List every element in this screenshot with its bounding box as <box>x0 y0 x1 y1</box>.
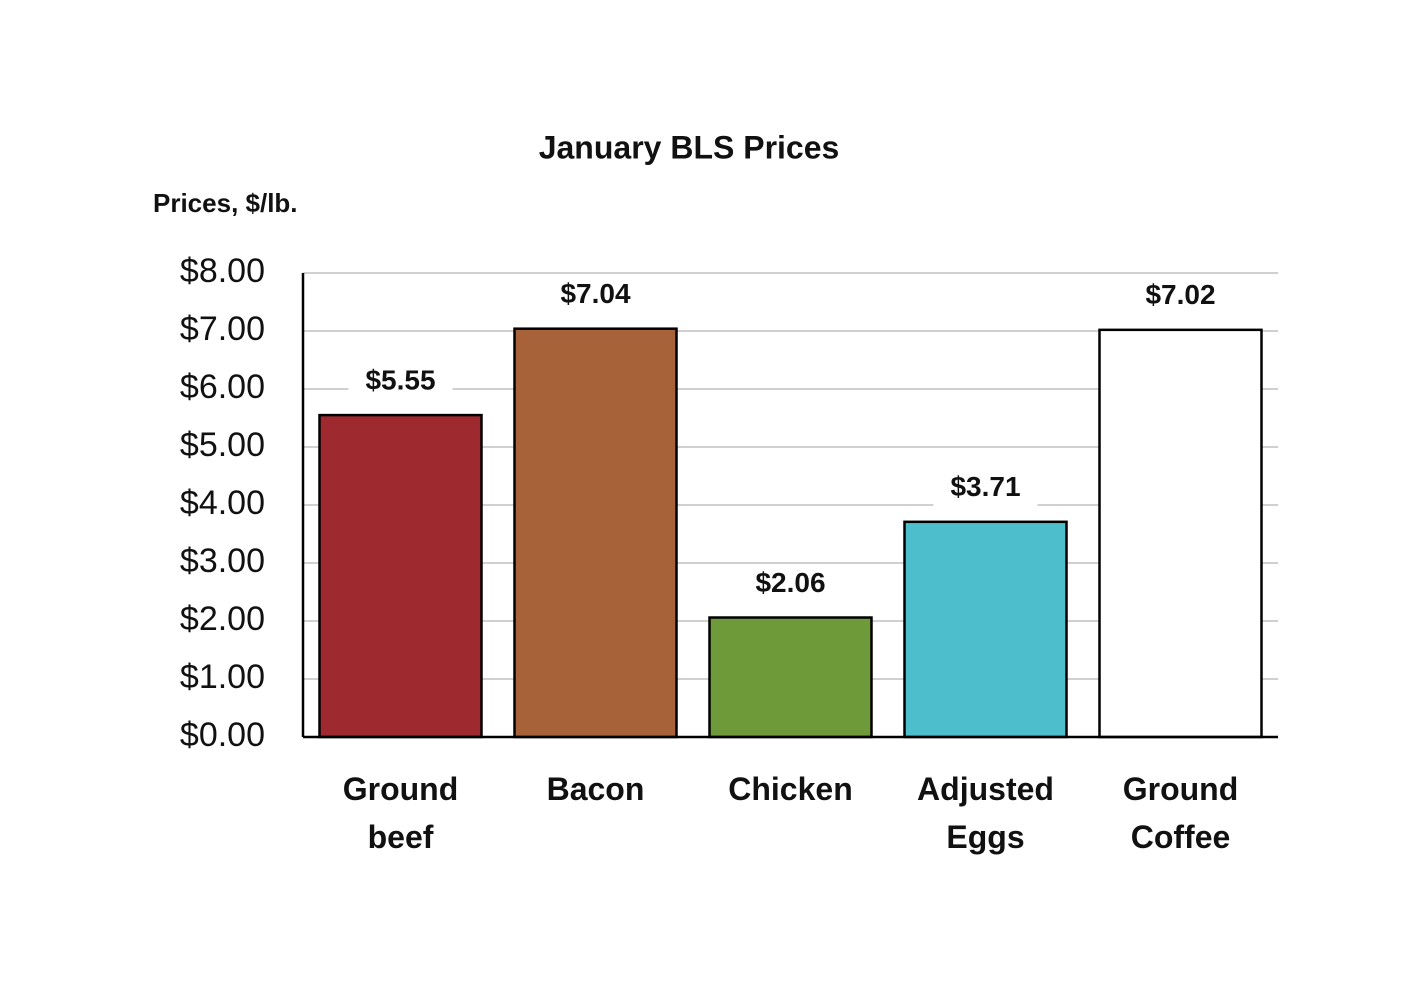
value-label: $7.04 <box>560 278 630 309</box>
value-label-bg <box>738 564 843 605</box>
value-label: $7.02 <box>1145 279 1215 310</box>
y-tick-label: $6.00 <box>180 368 265 406</box>
y-tick-label: $0.00 <box>180 716 265 754</box>
x-tick-label: Bacon <box>546 771 645 807</box>
x-tick-label: Adjusted Eggs <box>917 771 1054 855</box>
y-tick-label: $4.00 <box>180 484 265 522</box>
y-tick-label: $2.00 <box>180 600 265 638</box>
y-axis-label: Prices, $/lb. <box>153 188 298 218</box>
bar <box>1098 328 1263 739</box>
value-label: $2.06 <box>755 567 825 598</box>
value-label-bg <box>543 275 648 316</box>
value-label: $5.55 <box>365 364 435 395</box>
value-label-bg <box>1128 276 1233 317</box>
y-tick-label: $3.00 <box>180 542 265 580</box>
value-label-bg <box>348 362 453 403</box>
bar <box>318 413 483 739</box>
value-label-bg <box>933 468 1038 509</box>
x-tick-label: Ground Coffee <box>1122 771 1239 855</box>
y-tick-label: $7.00 <box>180 310 265 348</box>
y-tick-label: $8.00 <box>180 252 265 290</box>
y-tick-label: $5.00 <box>180 426 265 464</box>
x-tick-label: Ground beef <box>342 771 459 855</box>
value-label: $3.71 <box>950 471 1020 502</box>
bar <box>513 327 678 739</box>
chart-title: January BLS Prices <box>539 129 840 165</box>
bar <box>903 520 1068 739</box>
bar <box>708 616 873 739</box>
x-tick-label: Chicken <box>728 771 853 807</box>
y-tick-label: $1.00 <box>180 658 265 696</box>
